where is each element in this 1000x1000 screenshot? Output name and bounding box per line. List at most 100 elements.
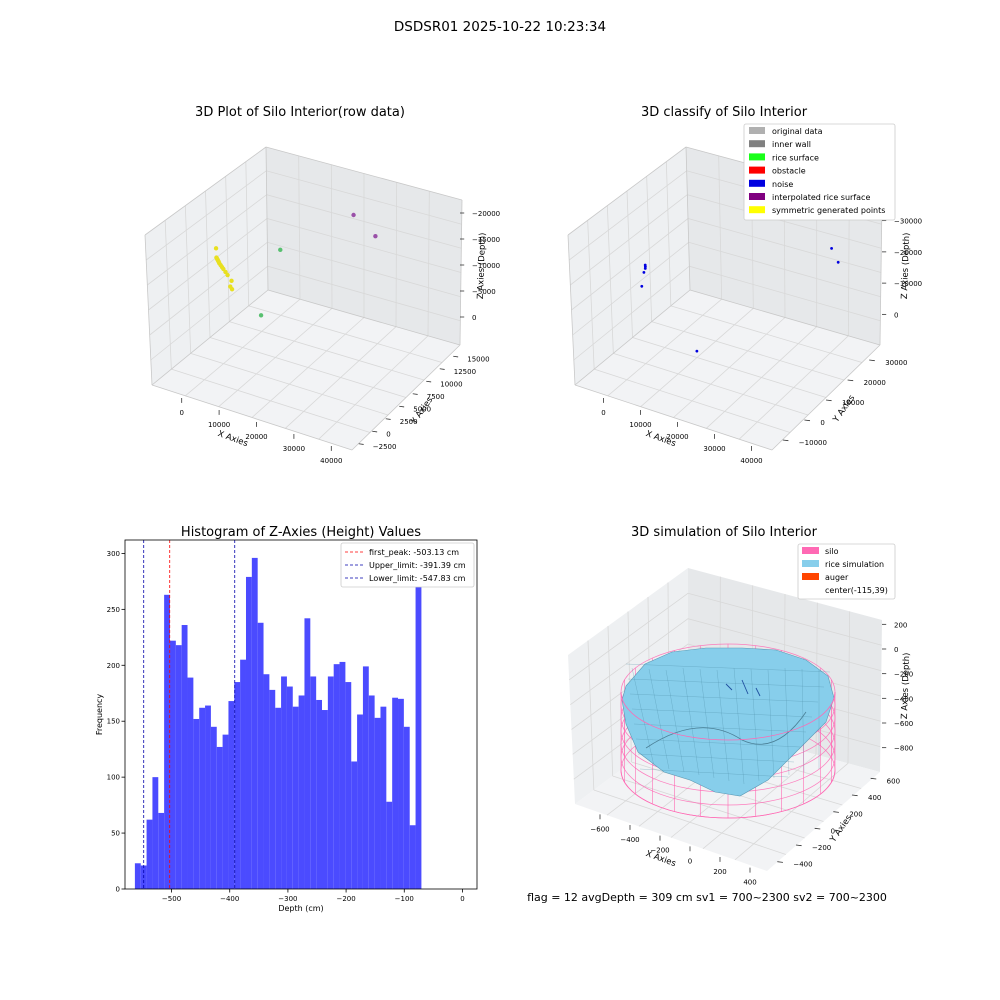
histogram-bar [210, 726, 217, 889]
data-point [258, 313, 264, 318]
legend-label: noise [772, 180, 793, 189]
y-axis-tick-label: 2500 [400, 418, 418, 426]
x-tick-label: 0 [460, 895, 464, 903]
panel-classify-title: 3D classify of Silo Interior [641, 105, 808, 120]
axis-edge [265, 146, 269, 291]
histogram-bar [257, 622, 264, 889]
y-axis-tick-label: 20000 [864, 379, 886, 387]
z-axis-label: Z Axies (Depth) [900, 232, 912, 299]
legend-swatch [749, 140, 765, 148]
histogram-bar [327, 676, 334, 889]
grid-line [248, 305, 443, 363]
y-axis-tick-label: 10000 [440, 380, 462, 388]
histogram-bar [392, 697, 399, 889]
panel-classify: 3D classify of Silo Interior 0 10000 20000… [567, 105, 922, 465]
x-axis-tick-label: 40000 [320, 457, 342, 465]
y-tick-label: 300 [107, 550, 120, 558]
x-axis-tick-label: −200 [650, 847, 669, 855]
y-axis-tick [825, 399, 832, 402]
data-point [373, 233, 378, 239]
data-point [643, 263, 647, 267]
surface-mesh [625, 663, 831, 673]
panel-simulation: 3D simulation of Silo Interior −600−400−… [568, 525, 913, 887]
surface-mesh [627, 678, 825, 688]
surface-mesh [633, 723, 807, 733]
plot-frame [124, 539, 478, 890]
histogram-bar [339, 661, 346, 889]
axis-edge [574, 289, 691, 386]
histogram-bar [310, 676, 317, 889]
axis-edge [771, 344, 881, 451]
histogram-axes: −500 −400 −300 −200 −100 0 0 50 100 150 200 250 300 D… [95, 539, 478, 913]
x-axis-tick-label: 0 [179, 409, 183, 417]
y-tick-label: 0 [116, 886, 120, 894]
raw-3d-axes: 0 10000 20000 30000 40000 −2500 0 2500 5000 7500 1… [144, 146, 500, 465]
y-axis-tick [833, 811, 839, 813]
histogram-bar [298, 695, 305, 889]
legend-swatch [802, 547, 819, 554]
surface-mesh [750, 668, 760, 782]
y-axis-tick-label: −400 [793, 861, 812, 869]
legend-label: first_peak: -503.13 cm [369, 548, 459, 557]
surface-mesh [648, 668, 670, 770]
data-point [640, 284, 644, 288]
z-axis-tick-label: −200 [894, 671, 913, 679]
histogram-bar [205, 705, 211, 889]
surface-mesh [716, 669, 730, 782]
histogram-bar [181, 625, 188, 889]
legend-swatch [749, 166, 765, 174]
silo-front-rim [620, 769, 836, 819]
histogram-legend: first_peak: -503.13 cm Upper_limit: -391.… [340, 542, 475, 588]
y-axis-tick-label: 600 [887, 777, 900, 785]
y-axis-tick [439, 368, 445, 370]
z-axis-tick-label: −15000 [472, 236, 500, 244]
legend-frame [743, 123, 896, 221]
data-point [830, 247, 833, 250]
histogram-bar [333, 664, 340, 889]
legend-label: Lower_limit: -547.83 cm [369, 574, 466, 583]
histogram-bar [251, 557, 258, 889]
z-axis-tick-label: −30000 [894, 218, 922, 226]
x-axis-tick-label: 10000 [208, 421, 230, 429]
panel-histogram: Histogram of Z-Axies (Height) Values −50… [95, 525, 478, 913]
y-axis-tick [804, 419, 811, 422]
axis-edge [151, 289, 269, 386]
x-axis-tick-label: 30000 [283, 445, 305, 453]
back-left-pane [568, 147, 690, 385]
histogram-bar [316, 699, 323, 889]
legend-swatch [749, 193, 765, 200]
y-axis-label: Y Axies [831, 393, 858, 425]
z-axis-tick-label: −400 [894, 695, 913, 703]
histogram-bar [193, 718, 200, 889]
surface-mesh [665, 669, 685, 773]
histogram-bar [386, 801, 393, 889]
x-axis-tick-label: 20000 [245, 433, 267, 441]
axis-edge [685, 146, 691, 291]
x-axis-tick-label: 40000 [740, 457, 762, 465]
y-axis-tick [777, 861, 783, 863]
x-tick-label: −300 [278, 895, 297, 903]
y-axis-tick-label: 400 [868, 794, 881, 802]
data-point [229, 278, 234, 284]
axis-edge [144, 146, 267, 236]
y-axis-tick-label: 12500 [454, 368, 476, 376]
center-marker [725, 679, 761, 697]
data-point [213, 246, 219, 251]
x-tick-label: −200 [336, 895, 355, 903]
legend-swatch [749, 127, 765, 134]
z-axis-label: Z Axies (Depth) [476, 232, 488, 299]
histogram-bar [345, 682, 352, 889]
x-axis-tick-label: −400 [620, 836, 639, 844]
y-axis-tick-label: 200 [849, 811, 862, 819]
axis-edge [879, 199, 883, 346]
y-axis-tick [399, 405, 405, 408]
histogram-bar [263, 674, 270, 889]
data-point [642, 270, 646, 274]
histogram-bar [222, 734, 229, 889]
grid-line [670, 305, 863, 363]
legend-label: interpolated rice surface [772, 193, 870, 202]
legend-label: symmetric generated points [772, 206, 885, 215]
panel-raw-data: 3D Plot of Silo Interior(row data) 0 1000… [144, 105, 500, 465]
histogram-bar [322, 710, 328, 889]
data-point [695, 349, 699, 353]
